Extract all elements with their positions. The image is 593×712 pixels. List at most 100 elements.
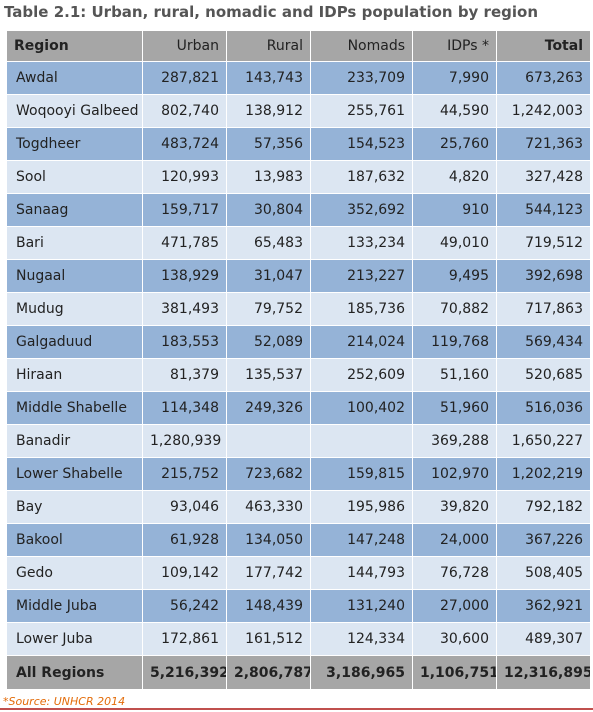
- cell-idps: 9,495: [412, 259, 497, 293]
- table-row: Sanaag 159,717 30,804 352,692 910 544,123: [6, 193, 591, 227]
- cell-nomads: 133,234: [310, 226, 413, 260]
- cell-nomads: 147,248: [310, 523, 413, 557]
- cell-region: Hiraan: [6, 358, 143, 392]
- cell-idps: 30,600: [412, 622, 497, 656]
- cell-idps: 51,160: [412, 358, 497, 392]
- cell-region: Banadir: [6, 424, 143, 458]
- cell-nomads: 187,632: [310, 160, 413, 194]
- cell-nomads: 213,227: [310, 259, 413, 293]
- cell-region: Sool: [6, 160, 143, 194]
- cell-total: 362,921: [496, 589, 591, 623]
- totals-idps: 1,106,751: [412, 655, 497, 690]
- cell-rural: 138,912: [226, 94, 311, 128]
- cell-region: Galgaduud: [6, 325, 143, 359]
- table-title: Table 2.1: Urban, rural, nomadic and IDP…: [4, 3, 538, 21]
- header-row: Region Urban Rural Nomads IDPs * Total: [6, 30, 591, 62]
- cell-region: Bay: [6, 490, 143, 524]
- cell-rural: 177,742: [226, 556, 311, 590]
- table-row: Mudug 381,493 79,752 185,736 70,882 717,863: [6, 292, 591, 326]
- cell-total: 327,428: [496, 160, 591, 194]
- table-row: Lower Shabelle 215,752 723,682 159,815 102,9…: [6, 457, 591, 491]
- cell-rural: 52,089: [226, 325, 311, 359]
- cell-urban: 109,142: [142, 556, 227, 590]
- cell-urban: 1,280,939: [142, 424, 227, 458]
- cell-region: Nugaal: [6, 259, 143, 293]
- cell-rural: [226, 424, 311, 458]
- cell-idps: 25,760: [412, 127, 497, 161]
- cell-urban: 381,493: [142, 292, 227, 326]
- cell-urban: 114,348: [142, 391, 227, 425]
- cell-idps: 910: [412, 193, 497, 227]
- table-row: Sool 120,993 13,983 187,632 4,820 327,428: [6, 160, 591, 194]
- bottom-rule: [0, 708, 593, 710]
- cell-region: Bari: [6, 226, 143, 260]
- cell-idps: 49,010: [412, 226, 497, 260]
- cell-urban: 172,861: [142, 622, 227, 656]
- cell-idps: 70,882: [412, 292, 497, 326]
- cell-urban: 120,993: [142, 160, 227, 194]
- cell-total: 792,182: [496, 490, 591, 524]
- table-row: Bari 471,785 65,483 133,234 49,010 719,512: [6, 226, 591, 260]
- cell-total: 673,263: [496, 61, 591, 95]
- cell-rural: 134,050: [226, 523, 311, 557]
- cell-nomads: 214,024: [310, 325, 413, 359]
- cell-rural: 65,483: [226, 226, 311, 260]
- cell-urban: 81,379: [142, 358, 227, 392]
- cell-rural: 463,330: [226, 490, 311, 524]
- totals-label: All Regions: [6, 655, 143, 690]
- cell-total: 717,863: [496, 292, 591, 326]
- cell-nomads: 131,240: [310, 589, 413, 623]
- cell-urban: 471,785: [142, 226, 227, 260]
- cell-rural: 143,743: [226, 61, 311, 95]
- cell-nomads: 144,793: [310, 556, 413, 590]
- cell-region: Middle Shabelle: [6, 391, 143, 425]
- cell-idps: 369,288: [412, 424, 497, 458]
- totals-total: 12,316,895: [496, 655, 591, 690]
- table-row: Bakool 61,928 134,050 147,248 24,000 367,226: [6, 523, 591, 557]
- cell-region: Sanaag: [6, 193, 143, 227]
- cell-nomads: 352,692: [310, 193, 413, 227]
- cell-total: 544,123: [496, 193, 591, 227]
- cell-total: 516,036: [496, 391, 591, 425]
- totals-rural: 2,806,787: [226, 655, 311, 690]
- table-row: Awdal 287,821 143,743 233,709 7,990 673,263: [6, 61, 591, 95]
- cell-rural: 79,752: [226, 292, 311, 326]
- cell-idps: 102,970: [412, 457, 497, 491]
- cell-urban: 287,821: [142, 61, 227, 95]
- cell-rural: 57,356: [226, 127, 311, 161]
- table-row: Hiraan 81,379 135,537 252,609 51,160 520,685: [6, 358, 591, 392]
- cell-total: 392,698: [496, 259, 591, 293]
- cell-urban: 802,740: [142, 94, 227, 128]
- cell-rural: 135,537: [226, 358, 311, 392]
- cell-region: Middle Juba: [6, 589, 143, 623]
- cell-nomads: 185,736: [310, 292, 413, 326]
- table-row: Woqooyi Galbeed 802,740 138,912 255,761 44,5…: [6, 94, 591, 128]
- cell-idps: 7,990: [412, 61, 497, 95]
- table-row: Lower Juba 172,861 161,512 124,334 30,600 489…: [6, 622, 591, 656]
- cell-rural: 723,682: [226, 457, 311, 491]
- table-row: Galgaduud 183,553 52,089 214,024 119,768 569,…: [6, 325, 591, 359]
- col-header-nomads: Nomads: [310, 30, 413, 62]
- table-row: Gedo 109,142 177,742 144,793 76,728 508,405: [6, 556, 591, 590]
- col-header-urban: Urban: [142, 30, 227, 62]
- cell-region: Lower Shabelle: [6, 457, 143, 491]
- cell-idps: 39,820: [412, 490, 497, 524]
- cell-urban: 56,242: [142, 589, 227, 623]
- cell-region: Lower Juba: [6, 622, 143, 656]
- cell-urban: 183,553: [142, 325, 227, 359]
- cell-idps: 44,590: [412, 94, 497, 128]
- cell-idps: 51,960: [412, 391, 497, 425]
- cell-region: Bakool: [6, 523, 143, 557]
- cell-urban: 138,929: [142, 259, 227, 293]
- cell-nomads: [310, 424, 413, 458]
- cell-total: 719,512: [496, 226, 591, 260]
- cell-idps: 27,000: [412, 589, 497, 623]
- cell-total: 1,242,003: [496, 94, 591, 128]
- population-table: Region Urban Rural Nomads IDPs * Total A…: [6, 30, 591, 690]
- cell-rural: 249,326: [226, 391, 311, 425]
- cell-total: 569,434: [496, 325, 591, 359]
- cell-nomads: 124,334: [310, 622, 413, 656]
- table-row: Bay 93,046 463,330 195,986 39,820 792,182: [6, 490, 591, 524]
- cell-idps: 76,728: [412, 556, 497, 590]
- cell-urban: 159,717: [142, 193, 227, 227]
